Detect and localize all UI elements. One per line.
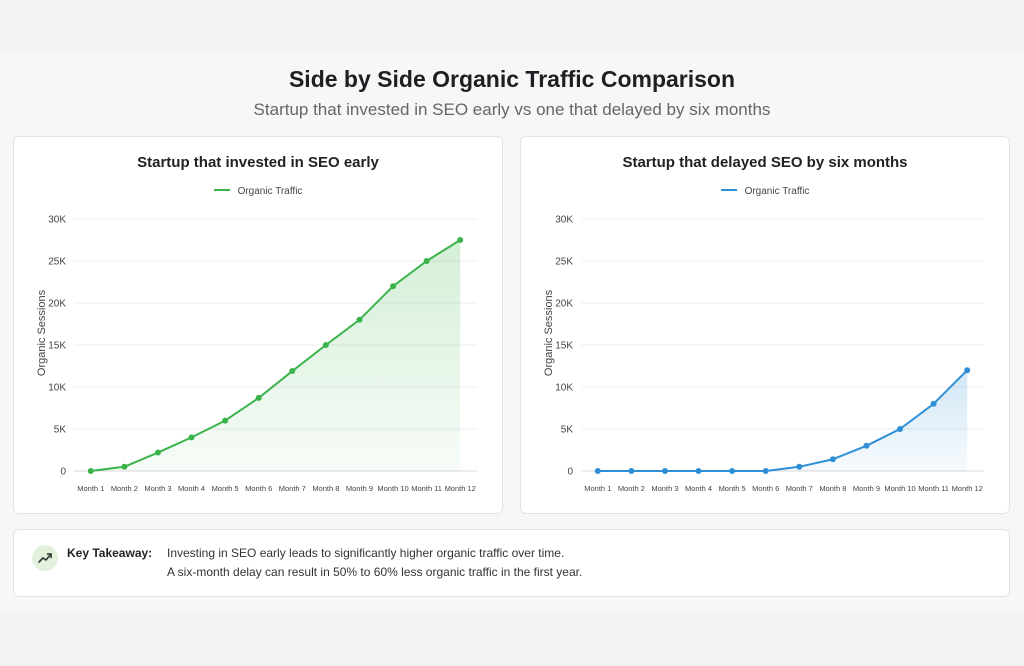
data-point — [695, 468, 702, 474]
series-line — [597, 369, 968, 472]
x-tick-label: Month 1 — [584, 484, 611, 493]
x-tick-label: Month 3 — [144, 484, 171, 493]
x-tick-label: Month 11 — [411, 484, 442, 493]
x-tick-label: Month 8 — [819, 484, 846, 493]
x-tick-label: Month 11 — [918, 484, 949, 493]
data-point — [594, 468, 601, 474]
legend-label-delayed: Organic Traffic — [744, 186, 810, 197]
data-point — [829, 456, 836, 463]
page-subtitle: Startup that invested in SEO early vs on… — [253, 100, 771, 119]
key-takeaway-text-1: Investing in SEO early leads to signific… — [167, 546, 565, 560]
series-area — [90, 240, 461, 471]
y-tick-label: 20K — [555, 299, 573, 310]
data-point — [897, 426, 904, 432]
x-tick-label: Month 4 — [178, 484, 205, 493]
x-tick-label: Month 9 — [853, 484, 880, 493]
x-tick-label: Month 10 — [377, 484, 408, 493]
x-tick-label: Month 1 — [77, 484, 104, 493]
data-point — [356, 316, 363, 323]
y-tick-label: 30K — [48, 215, 66, 226]
y-tick-label: 0 — [567, 467, 573, 478]
x-tick-label: Month 12 — [952, 484, 983, 493]
x-tick-label: Month 7 — [786, 484, 813, 493]
x-tick-label: Month 8 — [312, 484, 339, 493]
legend-delayed: Organic Traffic — [521, 186, 1009, 197]
y-axis-label-early: Organic Sessions — [36, 289, 48, 377]
data-point — [423, 258, 430, 264]
data-point — [255, 394, 262, 401]
page-title: Side by Side Organic Traffic Comparison — [288, 66, 736, 92]
x-tick-label: Month 2 — [111, 484, 138, 493]
data-point — [222, 417, 229, 424]
data-point — [964, 367, 971, 374]
data-point — [188, 434, 195, 441]
chart-early-svg: 0 5K 10K 15K 20K 25K 30K Month 1 Month 2 Month 3 M… — [48, 215, 477, 493]
y-tick-label: 5K — [561, 425, 574, 436]
data-point — [154, 449, 161, 456]
y-tick-label: 20K — [48, 299, 66, 310]
y-tick-label: 30K — [555, 215, 573, 226]
series-area — [597, 370, 968, 471]
legend-swatch-delayed — [720, 189, 737, 192]
data-point — [121, 463, 128, 470]
x-tick-label: Month 5 — [212, 484, 239, 493]
data-point — [390, 283, 397, 290]
data-point — [729, 468, 736, 474]
y-tick-label: 10K — [48, 383, 66, 394]
x-tick-label: Month 2 — [618, 484, 645, 493]
x-tick-label: Month 6 — [245, 484, 272, 493]
chart-title-early: Startup that invested in SEO early — [137, 154, 379, 171]
legend-swatch-early — [213, 189, 230, 192]
trend-up-icon — [32, 545, 58, 571]
data-point — [289, 368, 296, 375]
data-point — [628, 468, 635, 474]
x-tick-label: Month 9 — [346, 484, 373, 493]
legend-label-early: Organic Traffic — [237, 186, 303, 197]
x-tick-label: Month 3 — [651, 484, 678, 493]
legend-early: Organic Traffic — [14, 186, 502, 197]
key-takeaway-text-2: A six-month delay can result in 50% to 6… — [167, 565, 583, 579]
data-point — [762, 468, 769, 474]
data-point — [457, 237, 464, 243]
y-tick-label: 25K — [48, 257, 66, 268]
y-tick-label: 15K — [48, 341, 66, 352]
data-point — [796, 463, 803, 470]
chart-delayed-svg: 0 5K 10K 15K 20K 25K 30K Month 1 Month 2 Month 3 M… — [555, 215, 984, 493]
key-takeaway-box: Key Takeaway: Investing in SEO early lea… — [13, 529, 1010, 597]
series-line — [90, 239, 461, 472]
y-tick-label: 25K — [555, 257, 573, 268]
y-tick-label: 5K — [54, 425, 67, 436]
data-point — [322, 342, 329, 348]
y-tick-label: 10K — [555, 383, 573, 394]
data-point — [863, 442, 870, 449]
x-tick-label: Month 10 — [884, 484, 915, 493]
data-point — [87, 468, 94, 474]
chart-panel-delayed: 0 5K 10K 15K 20K 25K 30K Month 1 Month 2 Month 3 M… — [520, 136, 1010, 514]
data-point — [930, 400, 937, 407]
x-tick-label: Month 6 — [752, 484, 779, 493]
y-tick-label: 15K — [555, 341, 573, 352]
x-tick-label: Month 7 — [279, 484, 306, 493]
y-tick-label: 0 — [60, 467, 66, 478]
key-takeaway-label: Key Takeaway: — [67, 546, 153, 560]
chart-panel-early: 0 5K 10K 15K 20K 25K 30K Month 1 Month 2 Month 3 M… — [13, 136, 503, 514]
y-axis-label-delayed: Organic Sessions — [543, 289, 555, 377]
x-tick-label: Month 4 — [685, 484, 712, 493]
chart-title-delayed: Startup that delayed SEO by six months — [622, 154, 908, 171]
x-tick-label: Month 12 — [445, 484, 476, 493]
data-point — [661, 468, 668, 474]
x-tick-label: Month 5 — [719, 484, 746, 493]
